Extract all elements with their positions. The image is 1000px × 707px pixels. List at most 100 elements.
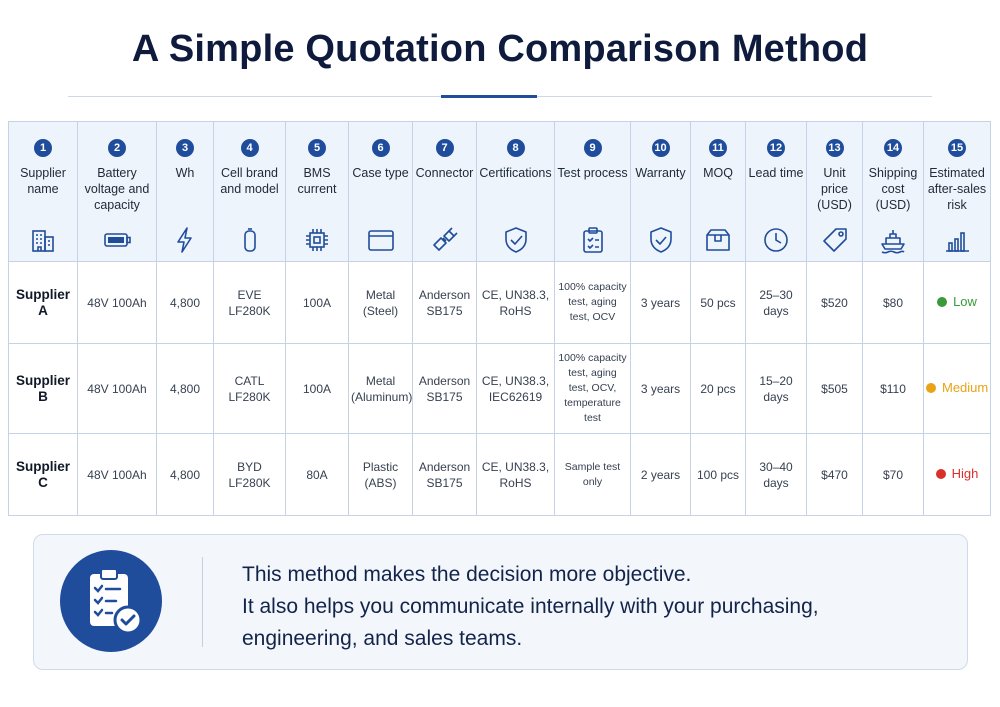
- risk-dot: [935, 469, 946, 479]
- risk-indicator: Low: [937, 294, 977, 310]
- supplier-name: Supplier B: [8, 343, 78, 434]
- column-header: 4 Cell brand and model: [213, 121, 286, 262]
- risk-label: Low: [953, 294, 977, 309]
- summary-line-3: engineering, and sales teams.: [242, 627, 523, 650]
- risk-label: Medium: [942, 380, 989, 395]
- voltage-capacity: 48V 100Ah: [77, 261, 157, 344]
- shipping-cost: $70: [862, 433, 924, 516]
- box-icon: [706, 229, 730, 251]
- column-number-badge: 7: [435, 139, 454, 157]
- column-number-badge: 9: [583, 139, 602, 157]
- column-number-badge: 13: [825, 139, 844, 157]
- table-row: Supplier A 48V 100Ah 4,800 EVE LF280K 10…: [8, 261, 991, 344]
- unit-price: $505: [806, 343, 863, 434]
- cell-brand: BYD LF280K: [213, 433, 286, 516]
- column-label: Test process: [557, 166, 628, 180]
- column-number-badge: 11: [709, 139, 727, 157]
- risk-dot: [937, 297, 948, 307]
- column-header: 14 Shipping cost (USD): [862, 121, 924, 262]
- cell-brand: EVE LF280K: [213, 261, 286, 344]
- summary-line-1: This method makes the decision more obje…: [242, 563, 692, 586]
- moq: 20 pcs: [690, 343, 746, 434]
- certifications: CE, UN38.3, IEC62619: [476, 343, 555, 434]
- risk-cell: Low: [923, 261, 991, 344]
- bms-current: 80A: [285, 433, 349, 516]
- wh-value: 4,800: [156, 261, 214, 344]
- shipping-cost: $110: [862, 343, 924, 434]
- ship-icon: [881, 230, 905, 254]
- column-number-badge: 4: [240, 139, 259, 157]
- certifications: CE, UN38.3, RoHS: [476, 433, 555, 516]
- supplier-name: Supplier A: [8, 261, 78, 344]
- connector-icon: [432, 227, 458, 251]
- column-number-badge: 6: [371, 139, 390, 157]
- column-number-badge: 3: [176, 139, 194, 157]
- column-label: Shipping cost (USD): [868, 166, 918, 212]
- voltage-capacity: 48V 100Ah: [77, 433, 157, 516]
- lead-time: 25–30 days: [745, 261, 807, 344]
- shield-check-icon: [504, 227, 527, 253]
- battery-icon: [104, 233, 131, 247]
- column-number-badge: 14: [884, 139, 902, 157]
- summary-panel: This method makes the decision more obje…: [33, 534, 968, 670]
- certifications: CE, UN38.3, RoHS: [476, 261, 555, 344]
- bms-current: 100A: [285, 343, 349, 434]
- column-header: 10 Warranty: [630, 121, 691, 262]
- clock-icon: [764, 228, 788, 252]
- column-number-badge: 15: [948, 139, 966, 157]
- summary-line-2: It also helps you communicate internally…: [242, 595, 819, 618]
- title-accent-bar: [441, 95, 537, 98]
- column-header: 2 Battery voltage and capacity: [77, 121, 157, 262]
- cell-brand: CATL LF280K: [213, 343, 286, 434]
- connector: Anderson SB175: [412, 433, 477, 516]
- column-header: 5 BMS current: [285, 121, 349, 262]
- connector: Anderson SB175: [412, 343, 477, 434]
- risk-dot: [926, 383, 936, 393]
- price-tag-icon: [822, 228, 847, 252]
- risk-label: High: [951, 466, 979, 481]
- test-process: 100% capacity test, aging test, OCV, tem…: [554, 343, 631, 434]
- lightning-icon: [177, 227, 192, 253]
- unit-price: $520: [806, 261, 863, 344]
- summary-text: This method makes the decision more obje…: [242, 559, 942, 655]
- supplier-name: Supplier C: [8, 433, 78, 516]
- wh-value: 4,800: [156, 433, 214, 516]
- column-label: Unit price (USD): [817, 166, 852, 212]
- voltage-capacity: 48V 100Ah: [77, 343, 157, 434]
- column-header: 6 Case type: [348, 121, 413, 262]
- column-header: 1 Supplier name: [8, 121, 78, 262]
- case-icon: [367, 230, 394, 251]
- column-label: Wh: [175, 166, 195, 180]
- test-process: 100% capacity test, aging test, OCV: [554, 261, 631, 344]
- column-header: 15 Estimated after-sales risk: [923, 121, 991, 262]
- bar-chart-icon: [946, 232, 969, 252]
- bms-current: 100A: [285, 261, 349, 344]
- case-type: Metal (Aluminum): [348, 343, 413, 434]
- moq: 50 pcs: [690, 261, 746, 344]
- wh-value: 4,800: [156, 343, 214, 434]
- case-type: Plastic (ABS): [348, 433, 413, 516]
- connector: Anderson SB175: [412, 261, 477, 344]
- table-row: Supplier C 48V 100Ah 4,800 BYD LF280K 80…: [8, 433, 991, 516]
- column-header: 7 Connector: [412, 121, 477, 262]
- risk-indicator: High: [935, 466, 979, 482]
- shipping-cost: $80: [862, 261, 924, 344]
- column-number-badge: 12: [767, 139, 785, 157]
- comparison-table: 1 Supplier name 2 Battery voltage and ca…: [8, 121, 991, 516]
- test-process: Sample test only: [554, 433, 631, 516]
- clipboard-icon: [582, 227, 603, 253]
- moq: 100 pcs: [690, 433, 746, 516]
- column-number-badge: 8: [506, 139, 525, 157]
- warranty-shield-icon: [649, 227, 672, 253]
- column-label: Certifications: [479, 166, 552, 180]
- column-label: Warranty: [635, 166, 686, 180]
- warranty: 2 years: [630, 433, 691, 516]
- unit-price: $470: [806, 433, 863, 516]
- chip-icon: [306, 229, 328, 251]
- column-number-badge: 1: [34, 139, 52, 157]
- risk-cell: High: [923, 433, 991, 516]
- panel-divider: [202, 557, 203, 647]
- page-title: A Simple Quotation Comparison Method: [131, 28, 869, 70]
- column-header: 9 Test process: [554, 121, 631, 262]
- column-label: Battery voltage and capacity: [84, 166, 150, 212]
